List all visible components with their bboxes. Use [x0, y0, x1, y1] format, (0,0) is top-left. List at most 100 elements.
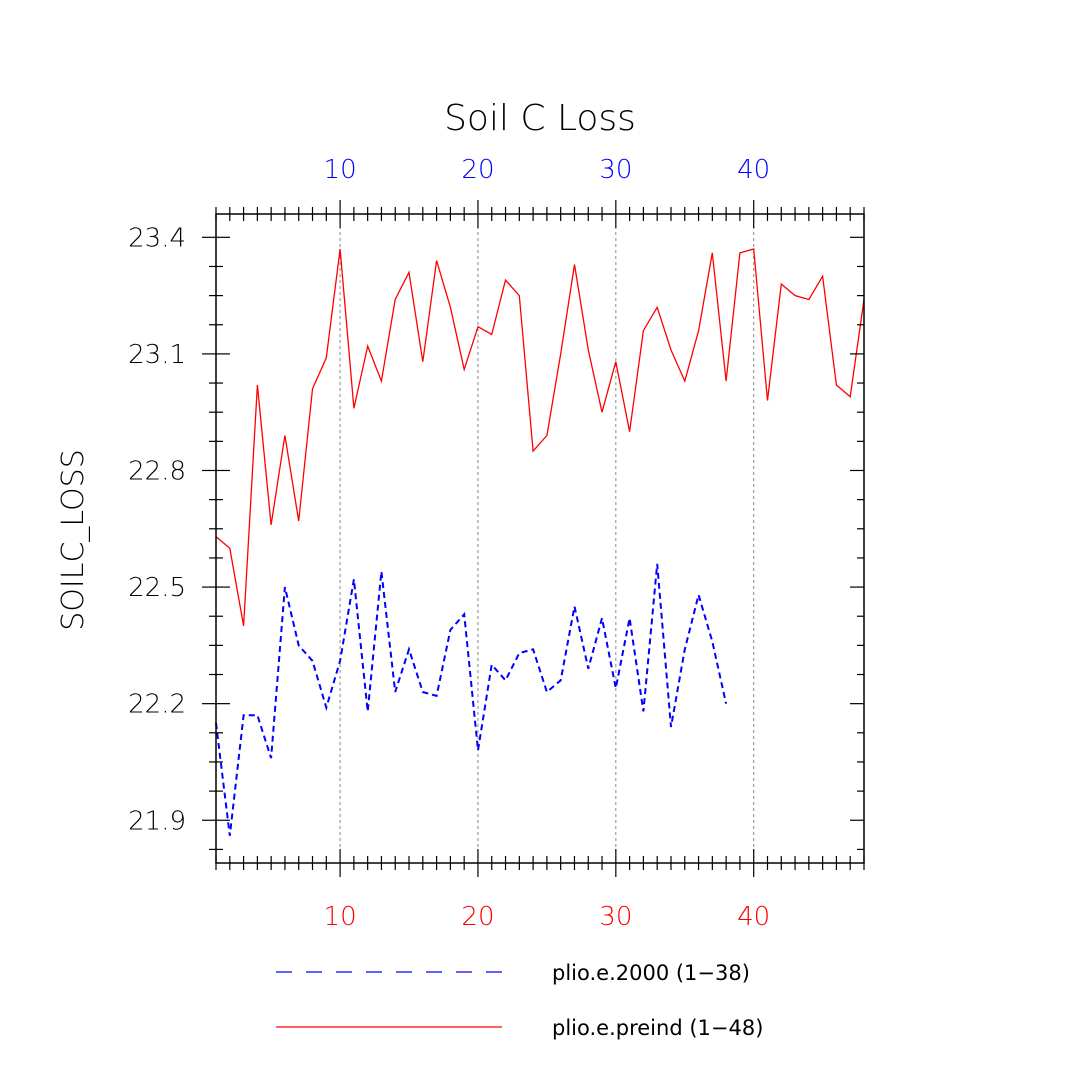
data-point-plio-e-2000 [284, 586, 286, 588]
data-point-plio-e-preind [712, 252, 714, 254]
data-point-plio-e-2000 [615, 687, 617, 689]
data-point-plio-e-2000 [270, 757, 272, 759]
data-point-plio-e-preind [587, 349, 589, 351]
data-point-plio-e-2000 [505, 680, 507, 682]
data-point-plio-e-2000 [587, 668, 589, 670]
data-point-plio-e-2000 [422, 691, 424, 693]
data-point-plio-e-preind [270, 524, 272, 526]
data-point-plio-e-preind [229, 547, 231, 549]
data-point-plio-e-preind [436, 260, 438, 262]
data-point-plio-e-preind [808, 299, 810, 301]
y-tick-label-22.2: 22.2 [128, 690, 186, 720]
data-point-plio-e-2000 [491, 664, 493, 666]
data-point-plio-e-preind [670, 349, 672, 351]
x-tick-label-bottom-30: 30 [599, 902, 632, 932]
x-tick-label-top-10: 10 [324, 155, 357, 185]
data-point-plio-e-2000 [243, 715, 245, 717]
data-point-plio-e-2000 [394, 691, 396, 693]
data-point-plio-e-preind [698, 330, 700, 332]
y-axis-label: SOILC_LOSS [56, 449, 91, 631]
data-point-plio-e-preind [325, 357, 327, 359]
data-point-plio-e-preind [463, 369, 465, 371]
data-point-plio-e-preind [312, 388, 314, 390]
y-tick-label-22.5: 22.5 [128, 573, 186, 603]
data-point-plio-e-2000 [574, 606, 576, 608]
x-tick-label-top-40: 40 [737, 155, 770, 185]
data-point-plio-e-2000 [601, 617, 603, 619]
series-line-plio-e-2000 [215, 563, 728, 836]
y-tick-label-23.4: 23.4 [128, 223, 186, 253]
data-point-plio-e-2000 [257, 715, 259, 717]
x-tick-label-top-20: 20 [461, 155, 494, 185]
data-point-plio-e-preind [615, 361, 617, 363]
data-point-plio-e-2000 [312, 660, 314, 662]
data-point-plio-e-preind [422, 361, 424, 363]
data-point-plio-e-preind [849, 396, 851, 398]
data-point-plio-e-preind [574, 264, 576, 266]
legend-label-plio-e-preind: plio.e.preind (1−48) [552, 1016, 763, 1040]
data-point-plio-e-2000 [643, 711, 645, 713]
data-point-plio-e-2000 [436, 695, 438, 697]
legend: plio.e.2000 (1−38) plio.e.preind (1−48) [276, 961, 763, 1040]
data-point-plio-e-2000 [670, 726, 672, 728]
data-point-plio-e-preind [822, 275, 824, 277]
data-point-plio-e-2000 [477, 749, 479, 751]
chart-title: Soil C Loss [444, 98, 636, 139]
data-point-plio-e-preind [560, 353, 562, 355]
data-point-plio-e-preind [629, 431, 631, 433]
data-point-plio-e-preind [532, 450, 534, 452]
data-point-plio-e-preind [656, 306, 658, 308]
data-point-plio-e-2000 [298, 645, 300, 647]
data-point-plio-e-2000 [367, 711, 369, 713]
data-point-plio-e-preind [394, 299, 396, 301]
x-tick-label-top-30: 30 [599, 155, 632, 185]
data-point-plio-e-2000 [712, 641, 714, 643]
y-tick-label-23.1: 23.1 [128, 340, 186, 370]
data-point-plio-e-preind [353, 408, 355, 410]
series-lines [215, 248, 865, 836]
data-point-plio-e-preind [381, 380, 383, 382]
data-point-plio-e-preind [767, 400, 769, 402]
data-point-plio-e-2000 [463, 613, 465, 615]
data-point-plio-e-preind [491, 334, 493, 336]
data-point-plio-e-preind [339, 248, 341, 250]
data-point-plio-e-2000 [450, 629, 452, 631]
plot-frame [215, 213, 865, 864]
data-point-plio-e-2000 [684, 648, 686, 650]
data-point-plio-e-preind [284, 435, 286, 437]
data-point-plio-e-preind [298, 520, 300, 522]
data-point-plio-e-2000 [325, 707, 327, 709]
data-point-plio-e-2000 [629, 617, 631, 619]
data-point-plio-e-2000 [519, 652, 521, 654]
data-point-plio-e-preind [725, 380, 727, 382]
data-point-plio-e-2000 [532, 648, 534, 650]
x-tick-label-bottom-10: 10 [324, 902, 357, 932]
data-point-plio-e-2000 [353, 579, 355, 581]
data-point-plio-e-preind [477, 326, 479, 328]
series-line-plio-e-preind [215, 248, 865, 627]
data-point-plio-e-preind [450, 306, 452, 308]
data-point-plio-e-preind [257, 384, 259, 386]
y-tick-label-22.8: 22.8 [128, 456, 186, 486]
data-point-plio-e-2000 [560, 680, 562, 682]
data-point-plio-e-preind [753, 248, 755, 250]
data-point-plio-e-2000 [656, 563, 658, 565]
data-point-plio-e-preind [794, 295, 796, 297]
x-tick-label-bottom-40: 40 [737, 902, 770, 932]
axis-ticks [202, 200, 865, 877]
x-tick-label-bottom-20: 20 [461, 902, 494, 932]
data-point-plio-e-preind [643, 330, 645, 332]
data-point-plio-e-preind [519, 295, 521, 297]
data-point-plio-e-2000 [381, 571, 383, 573]
data-point-plio-e-preind [836, 384, 838, 386]
data-point-plio-e-preind [684, 380, 686, 382]
data-point-plio-e-preind [505, 279, 507, 281]
data-point-plio-e-2000 [546, 691, 548, 693]
data-point-plio-e-preind [546, 435, 548, 437]
grid-lines [339, 214, 755, 863]
data-point-plio-e-preind [780, 283, 782, 285]
data-point-plio-e-preind [739, 252, 741, 254]
y-tick-label-21.9: 21.9 [128, 806, 186, 836]
data-point-plio-e-preind [601, 411, 603, 413]
